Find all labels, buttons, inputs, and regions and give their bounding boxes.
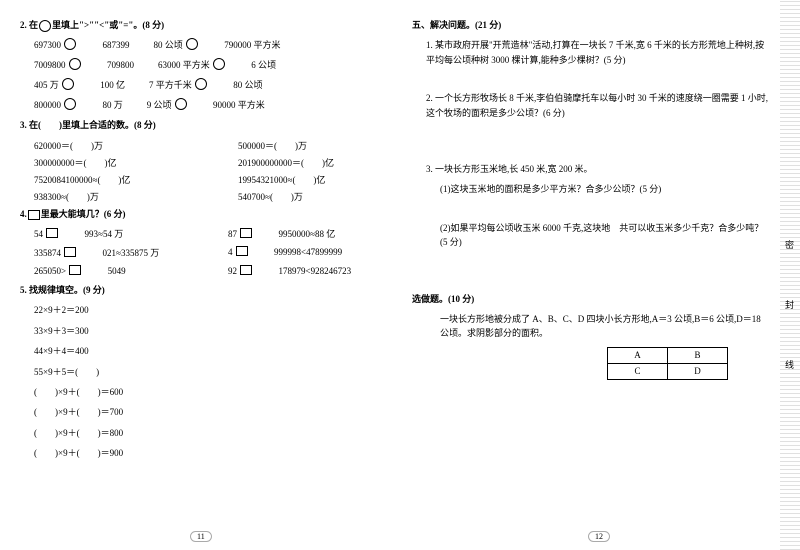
q2-title: 2. 在 里填上">""<"或"="。(8 分) [20, 18, 376, 32]
prob3: 3. 一块长方形玉米地,长 450 米,宽 200 米。 [412, 162, 768, 176]
q2-item: 80 公顷 790000 平方米 [154, 38, 281, 54]
q3-item: 620000＝( )万 [34, 139, 214, 152]
page-num-left: 11 [190, 531, 212, 542]
q2-item: 63000 平方米 6 公顷 [158, 58, 276, 74]
q4-item: 92 178979<928246723 [228, 265, 351, 279]
side-label-1: 密 [783, 240, 796, 249]
cell-b: B [668, 347, 728, 363]
cell-a: A [608, 347, 668, 363]
q3-title: 3. 在( )里填上合适的数。(8 分) [20, 118, 376, 132]
q3-item: 300000000＝( )亿 [34, 156, 214, 169]
q5-item: ( )×9＋( )＝800 [20, 426, 376, 440]
q3-item: 201900000000＝( )亿 [238, 156, 334, 169]
side-label-2: 封 [783, 300, 796, 309]
left-column: 2. 在 里填上">""<"或"="。(8 分) 697300 687399 80 … [0, 0, 388, 550]
prob3b: (2)如果平均每公顷收玉米 6000 千克,这块地 共可以收玉米多少千克？合多少… [412, 221, 768, 250]
q2-t1: 2. 在 [20, 20, 38, 30]
q3-item: 938300≈( )万 [34, 190, 214, 203]
q5-item: ( )×9＋( )＝900 [20, 446, 376, 460]
pn-r: 12 [588, 531, 610, 542]
bonus-title: 选做题。(10 分) [412, 292, 768, 306]
pn-l: 11 [190, 531, 212, 542]
q4-title: 4. 里最大能填几？(6 分) [20, 207, 376, 221]
q4-item: 335874 021≈335875 万 [34, 246, 204, 261]
q3-item: 500000＝( )万 [238, 139, 307, 152]
q4-item: 4 999998<47899999 [228, 246, 342, 261]
q5-item: 55×9＋5＝( ) [20, 365, 376, 379]
q2-item: 800000 80 万 [34, 98, 123, 114]
binding-edge [780, 0, 800, 550]
q2-item: 405 万 100 亿 [34, 78, 125, 94]
q4-item: 265050> 5049 [34, 265, 204, 279]
bonus-text: 一块长方形地被分成了 A、B、C、D 四块小长方形地,A＝3 公顷,B＝6 公顷… [412, 312, 768, 341]
circle-icon [39, 20, 51, 32]
q5-item: 44×9＋4＝400 [20, 344, 376, 358]
q3-item: 19954321000≈( )亿 [238, 173, 325, 186]
q2-item: 7 平方千米 80 公顷 [149, 78, 263, 94]
prob2: 2. 一个长方形牧场长 8 千米,李伯伯骑摩托车以每小时 30 千米的速度绕一圈… [412, 91, 768, 120]
q3-item: 540700≈( )万 [238, 190, 303, 203]
q4-item: 54 993≈54 万 [34, 227, 204, 242]
q2-item: 7009800 709800 [34, 58, 134, 74]
bonus-table: AB CD [607, 347, 728, 380]
section5-title: 五、解决问题。(21 分) [412, 18, 768, 32]
prob3a: (1)这块玉米地的面积是多少平方米？合多少公顷？(5 分) [412, 182, 768, 196]
side-label-3: 线 [783, 360, 796, 369]
q4-item: 87 9950000≈88 亿 [228, 227, 335, 242]
page-num-right: 12 [588, 531, 610, 542]
q4-t2: 里最大能填几？(6 分) [41, 209, 126, 219]
cell-d: D [668, 363, 728, 379]
q5-item: ( )×9＋( )＝700 [20, 405, 376, 419]
q5-item: 33×9＋3＝300 [20, 324, 376, 338]
square-icon [28, 210, 40, 220]
q3-item: 7520084100000≈( )亿 [34, 173, 214, 186]
right-column: 五、解决问题。(21 分) 1. 某市政府开展"开荒造林"活动,打算在一块长 7… [388, 0, 800, 550]
q2-t2: 里填上">""<"或"="。(8 分) [52, 20, 164, 30]
q5-item: ( )×9＋( )＝600 [20, 385, 376, 399]
q4-t1: 4. [20, 209, 27, 219]
q2-item: 9 公顷 90000 平方米 [147, 98, 265, 114]
q5-title: 5. 找规律填空。(9 分) [20, 283, 376, 297]
q2-item: 697300 687399 [34, 38, 130, 54]
prob1: 1. 某市政府开展"开荒造林"活动,打算在一块长 7 千米,宽 6 千米的长方形… [412, 38, 768, 67]
cell-c: C [608, 363, 668, 379]
q5-item: 22×9＋2＝200 [20, 303, 376, 317]
